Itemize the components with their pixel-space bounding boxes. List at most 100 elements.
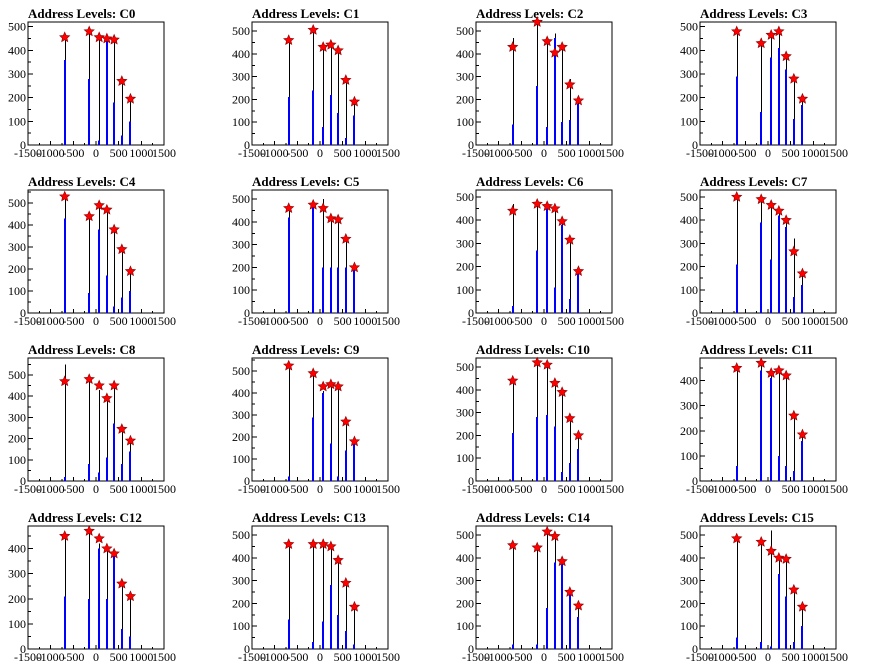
histogram-panel: Address Levels: C14 0 100 200 300 400 500 -1500… [448,504,672,672]
x-tick-label: 1000 [577,650,601,664]
y-tick-label: 0 [692,642,698,656]
y-tick-label: 300 [456,236,474,250]
x-tick-label: -500 [734,650,756,664]
star-marker [780,214,792,225]
y-tick-label: 200 [8,592,26,606]
x-tick-label: -1500 [238,314,266,328]
x-tick-label: -1000 [485,650,513,664]
chart-title: Address Levels: C13 [252,510,366,525]
x-tick-label: 1500 [824,482,848,496]
y-tick-label: 400 [456,213,474,227]
star-marker [731,191,743,202]
histogram-panel: Address Levels: C3 0 100 200 300 400 500 -1500-… [672,0,896,168]
x-tick-label: -500 [510,314,532,328]
chart-title: Address Levels: C8 [28,342,136,357]
x-tick-label: 0 [93,650,99,664]
x-tick-label: -500 [510,650,532,664]
x-tick-label: 1500 [600,314,624,328]
star-marker [108,379,120,391]
y-tick-label: 0 [20,306,26,320]
x-tick-label: 500 [110,650,128,664]
star-marker [564,586,576,597]
y-tick-label: 200 [680,91,698,105]
y-tick-label: 400 [456,551,474,565]
x-tick-label: -1500 [462,314,490,328]
star-marker [348,600,361,612]
histogram-svg: Address Levels: C00100200300400500-1500-… [8,6,176,160]
y-tick-label: 500 [8,368,26,382]
y-tick-label: 300 [456,406,474,420]
histogram-svg: Address Levels: C10100200300400500-1500-… [232,6,400,160]
histogram-svg: Address Levels: C15 0 100 200 300 400 500 -1500… [680,510,848,664]
y-tick-label: 500 [456,24,474,38]
x-tick-label: -1000 [709,482,737,496]
y-tick-label: 100 [456,115,474,129]
star-marker [564,78,576,90]
star-marker [124,434,137,446]
histogram-svg: Address Levels: C70100200300400500-1500-… [680,174,848,328]
y-tick-label: 0 [244,306,250,320]
y-tick-label: 200 [8,432,26,446]
y-tick-label: 100 [8,453,26,467]
star-marker [101,542,113,554]
star-marker [108,223,120,235]
histogram-svg: Address Levels: C10 0 100 200 300 400 500 -1500… [456,342,624,496]
y-tick-label: 400 [8,542,26,556]
x-tick-label: 0 [317,650,323,664]
star-marker [755,357,767,368]
x-tick-label: 1500 [600,650,624,664]
histogram-panel: Address Levels: C10 0 100 200 300 400 500 -1500… [448,336,672,504]
x-tick-label: -1500 [462,482,490,496]
plot-frame [27,357,165,482]
x-tick-label: -1000 [261,314,289,328]
star-marker [332,380,344,392]
star-marker [507,374,519,386]
chart-title: Address Levels: C3 [700,6,808,21]
star-marker [780,553,792,564]
star-marker [731,25,743,37]
y-tick-label: 0 [692,474,698,488]
y-tick-label: 500 [680,528,698,542]
y-tick-label: 500 [456,528,474,542]
y-tick-label: 300 [456,70,474,84]
star-marker [317,202,329,214]
star-marker [549,530,561,542]
star-marker [765,367,777,378]
x-tick-label: -500 [734,482,756,496]
y-tick-label: 100 [680,283,698,297]
y-tick-label: 0 [692,306,698,320]
star-marker [796,267,809,279]
star-marker [556,386,568,397]
x-tick-label: 0 [765,314,771,328]
x-tick-label: -500 [510,482,532,496]
chart-title: Address Levels: C1 [252,6,359,21]
star-marker [283,202,295,214]
x-tick-label: -1500 [686,146,714,160]
x-tick-label: 500 [110,314,128,328]
histogram-panel: Address Levels: C11 0 100 200 300 400 -1500 -10… [672,336,896,504]
x-tick-label: -1000 [261,146,289,160]
chart-title: Address Levels: C15 [700,510,814,525]
histogram-panel: Address Levels: C12 0 100 200 300 400 -1500 -10… [0,504,224,672]
y-tick-label: 500 [456,190,474,204]
star-marker [765,199,777,210]
y-tick-label: 500 [8,20,26,34]
star-marker [116,423,128,434]
y-tick-label: 200 [232,596,250,610]
x-tick-label: 500 [782,650,800,664]
x-tick-label: -500 [286,146,308,160]
y-tick-label: 400 [8,218,26,232]
star-marker [83,373,95,385]
star-marker [541,525,553,537]
x-tick-label: 1500 [376,314,400,328]
y-tick-label: 0 [468,138,474,152]
star-marker [340,576,352,588]
star-marker [765,29,777,40]
y-tick-label: 0 [468,474,474,488]
y-tick-label: 100 [680,114,698,128]
star-marker [556,215,568,227]
star-marker [755,535,767,547]
x-tick-label: 0 [765,482,771,496]
x-tick-label: -500 [62,650,84,664]
